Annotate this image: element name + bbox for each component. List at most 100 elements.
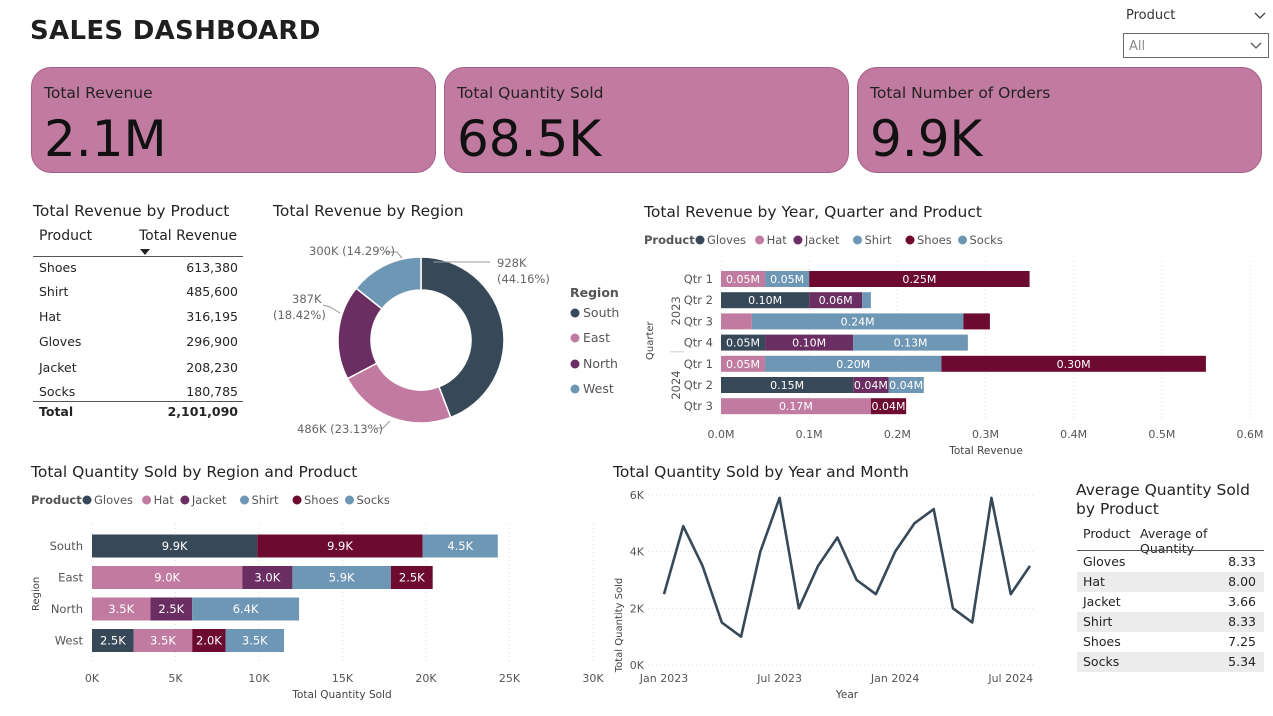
bar-segment-gloves[interactable]	[721, 377, 854, 393]
x-tick-label: 10K	[248, 672, 270, 685]
bar-segment-hat[interactable]	[92, 566, 243, 589]
data-label: 6.4K	[233, 602, 259, 616]
data-label: 0.24M	[841, 315, 875, 328]
revenue-table: Product Total Revenue Shoes 613,380 Shirt…	[33, 226, 243, 426]
table-row[interactable]: Jacket 3.66	[1083, 594, 1256, 609]
bar-segment-shoes[interactable]	[192, 629, 226, 652]
legend-item-jacket[interactable]: Jacket	[804, 233, 840, 247]
table-header-product[interactable]: Product	[1083, 526, 1131, 541]
data-label: 0.10M	[792, 337, 826, 350]
bar-segment-shoes[interactable]	[963, 313, 990, 330]
bar-segment-shoes[interactable]	[870, 398, 907, 415]
bar-segment-socks[interactable]	[888, 377, 924, 393]
legend-marker-hat	[142, 495, 152, 505]
legend-item-north[interactable]: North	[583, 356, 618, 371]
legend-item-east[interactable]: East	[583, 330, 610, 345]
bar-segment-shoes[interactable]	[390, 566, 433, 589]
table-row[interactable]: Shirt 8.33	[1077, 612, 1264, 632]
bar-segment-shirt[interactable]	[765, 271, 810, 287]
bar-segment-hat[interactable]	[92, 597, 151, 621]
bar-segment-jacket[interactable]	[765, 334, 854, 351]
legend-item-shirt[interactable]: Shirt	[865, 233, 893, 247]
bar-segment-gloves[interactable]	[92, 534, 258, 558]
donut-slice-east[interactable]	[346, 362, 452, 424]
legend-item-shirt[interactable]: Shirt	[252, 493, 280, 507]
product-slicer-dropdown[interactable]: All	[1123, 33, 1269, 58]
bar-segment-socks[interactable]	[225, 629, 285, 652]
bar-segment-gloves[interactable]	[92, 629, 134, 652]
table-row[interactable]: Gloves 8.33	[1083, 554, 1256, 569]
table-row[interactable]: Jacket 208,230	[39, 360, 238, 375]
bar-segment-shirt[interactable]	[751, 313, 964, 330]
bar-segment-hat[interactable]	[133, 629, 193, 652]
bar-segment-shirt[interactable]	[292, 566, 391, 589]
legend-title: Product	[644, 233, 695, 247]
table-row[interactable]: Socks 180,785	[39, 384, 238, 399]
data-label: 0.06M	[819, 294, 853, 307]
table-row[interactable]: Hat 316,195	[39, 309, 238, 324]
bar-segment-jacket[interactable]	[853, 377, 889, 393]
legend-marker-west	[570, 384, 580, 394]
bar-segment-jacket[interactable]	[150, 597, 193, 621]
bar-segment-gloves[interactable]	[721, 292, 810, 309]
legend-item-socks[interactable]: Socks	[970, 233, 1003, 247]
bar-segment-shoes[interactable]	[941, 355, 1206, 372]
bar-segment-shoes[interactable]	[257, 534, 423, 558]
table-row[interactable]: Socks 5.34	[1077, 652, 1264, 672]
bar-segment-hat[interactable]	[721, 271, 766, 287]
x-tick-label: 20K	[415, 672, 437, 685]
x-tick-label: 0.3M	[972, 428, 999, 441]
table-header-average[interactable]: Average of Quantity	[1140, 526, 1208, 556]
table-row[interactable]: Shirt 485,600	[39, 284, 238, 299]
y-tick-label: Qtr 1	[684, 272, 713, 286]
legend-item-hat[interactable]: Hat	[767, 233, 788, 247]
table-row[interactable]: Shoes 7.25	[1083, 634, 1256, 649]
legend-item-hat[interactable]: Hat	[154, 493, 175, 507]
legend-marker-shoes	[905, 235, 915, 245]
x-axis-title: Year	[835, 689, 859, 701]
sort-desc-icon	[140, 249, 150, 255]
kpi-label: Total Number of Orders	[870, 84, 1051, 102]
data-label: 0.05M	[726, 337, 760, 350]
data-label: 2.5K	[399, 571, 425, 585]
data-label: 3.5K	[150, 634, 176, 648]
bar-segment-shoes[interactable]	[809, 271, 1030, 287]
bar-segment-shirt[interactable]	[765, 355, 942, 372]
bar-segment-jacket[interactable]	[809, 292, 863, 309]
revenue-quarter-chart-title: Total Revenue by Year, Quarter and Produ…	[644, 203, 982, 221]
slicer-collapse-chevron-icon[interactable]	[1253, 8, 1267, 22]
legend-marker-north	[570, 359, 580, 369]
bar-segment-hat[interactable]	[721, 398, 871, 415]
bar-segment-socks[interactable]	[422, 534, 498, 558]
donut-slice-west[interactable]	[355, 256, 422, 310]
table-header-product[interactable]: Product	[39, 228, 93, 244]
legend-item-gloves[interactable]: Gloves	[707, 233, 746, 247]
bar-segment-hat[interactable]	[721, 313, 752, 330]
legend-item-shoes[interactable]: Shoes	[917, 233, 952, 247]
data-label: 2.5K	[100, 634, 126, 648]
legend-item-west[interactable]: West	[583, 381, 614, 396]
bar-segment-jacket[interactable]	[242, 566, 293, 589]
legend-marker-socks	[345, 495, 354, 505]
bar-segment-shirt[interactable]	[192, 597, 300, 621]
legend-item-shoes[interactable]: Shoes	[304, 493, 339, 507]
table-row[interactable]: Gloves 296,900	[39, 334, 238, 349]
bar-segment-hat[interactable]	[721, 355, 766, 372]
legend-item-jacket[interactable]: Jacket	[191, 493, 227, 507]
bar-segment-gloves[interactable]	[721, 334, 766, 351]
legend-item-socks[interactable]: Socks	[357, 493, 390, 507]
table-row[interactable]: Hat 8.00	[1077, 572, 1264, 592]
donut-slice-south[interactable]	[420, 256, 505, 419]
bar-segment-socks[interactable]	[853, 334, 968, 351]
x-tick-label: Jan 2024	[870, 672, 919, 685]
x-tick-label: Jul 2023	[756, 672, 802, 685]
legend-item-gloves[interactable]: Gloves	[94, 493, 133, 507]
data-label: 3.5K	[108, 602, 134, 616]
legend-item-south[interactable]: South	[583, 305, 619, 320]
y-tick-label: East	[58, 571, 83, 585]
bar-segment-socks[interactable]	[862, 292, 871, 309]
table-row[interactable]: Shoes 613,380	[39, 260, 238, 275]
series-line[interactable]	[662, 496, 1032, 638]
table-header-total-revenue[interactable]: Total Revenue	[139, 228, 238, 244]
legend-marker-jacket	[180, 495, 190, 505]
